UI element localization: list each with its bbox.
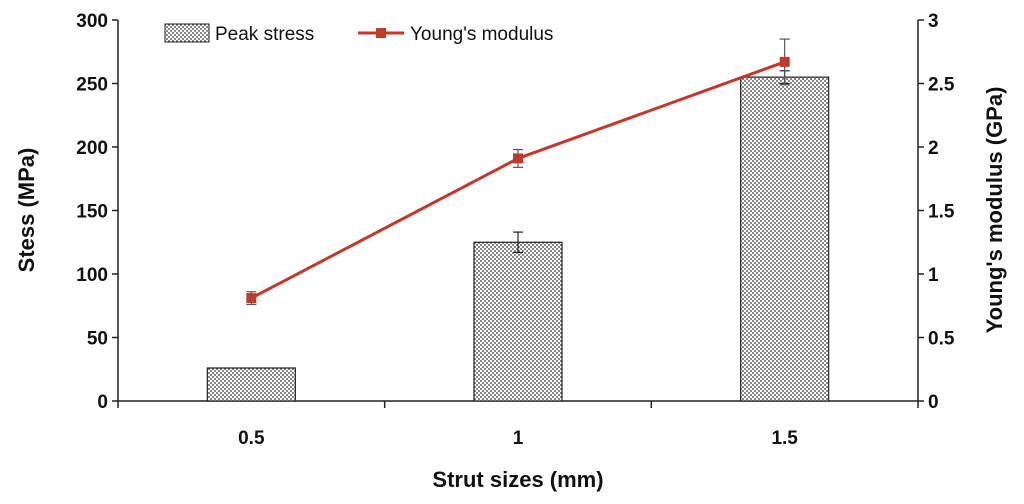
legend-swatch-peak-stress <box>164 23 210 43</box>
legend-label-peak-stress: Peak stress <box>215 24 314 45</box>
legend-label-youngs-modulus: Young's modulus <box>410 24 553 45</box>
line-point-youngs-modulus <box>513 153 523 164</box>
right-axis-tick-label: 2.5 <box>928 75 955 96</box>
left-axis-tick-label: 250 <box>76 75 108 96</box>
line-series-group <box>246 38 790 306</box>
right-axis-tick-label: 1 <box>928 265 939 286</box>
bar-peak-stress <box>473 241 563 402</box>
left-axis-tick-label: 100 <box>76 265 108 286</box>
legend: Peak stress Young's modulus <box>164 23 553 45</box>
right-axis-title: Young's modulus (GPa) <box>982 87 1007 334</box>
x-axis-title: Strut sizes (mm) <box>432 467 603 492</box>
left-axis-tick-label: 50 <box>87 329 108 350</box>
x-axis-tick-label: 0.5 <box>238 428 265 449</box>
left-axis-tick-label: 0 <box>97 392 108 413</box>
bar-peak-stress <box>206 367 296 402</box>
x-axis-tick-label: 1.5 <box>771 428 798 449</box>
x-axis-tick-label: 1 <box>513 428 524 449</box>
bars-group <box>206 70 830 402</box>
right-axis-tick-label: 0 <box>928 392 939 413</box>
right-axis-tick-label: 2 <box>928 138 939 159</box>
left-axis-tick-label: 200 <box>76 138 108 159</box>
ticks-group: 0 50 100 150 200 250 300 0 0.5 1 1.5 2 2.5 3 0.5 1 1.5 <box>76 11 955 449</box>
right-axis-tick-label: 0.5 <box>928 329 955 350</box>
left-axis-tick-label: 150 <box>76 202 108 223</box>
left-axis-tick-label: 300 <box>76 11 108 32</box>
right-axis-tick-label: 1.5 <box>928 202 955 223</box>
bar-peak-stress <box>740 76 830 402</box>
right-axis-tick-label: 3 <box>928 11 939 32</box>
legend-marker-youngs-modulus <box>376 28 386 38</box>
line-point-youngs-modulus <box>246 293 257 304</box>
left-axis-title: Stess (MPa) <box>14 148 39 273</box>
line-point-youngs-modulus <box>779 56 790 67</box>
